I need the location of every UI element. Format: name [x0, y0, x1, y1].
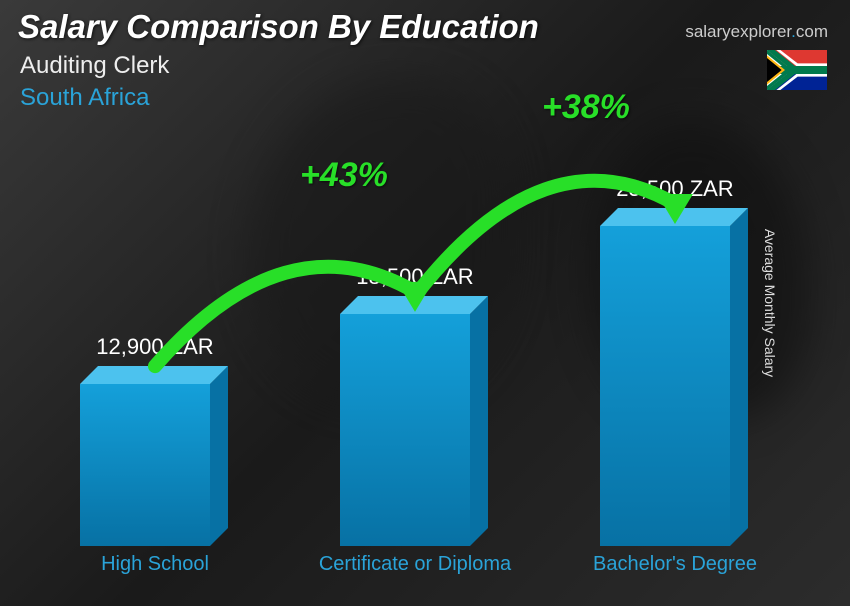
bar-label: High School [55, 552, 255, 576]
brand-text1: salaryexplorer [685, 22, 791, 41]
brand-text2: com [796, 22, 828, 41]
bar-label: Certificate or Diploma [315, 552, 515, 576]
bar-label: Bachelor's Degree [575, 552, 775, 576]
brand-label: salaryexplorer.com [685, 22, 828, 42]
flag-icon [766, 50, 828, 90]
page-title: Salary Comparison By Education [18, 8, 539, 46]
bar-chart: 12,900 ZARHigh School18,500 ZARCertifica… [50, 110, 790, 546]
increase-arrow [50, 110, 790, 546]
job-title: Auditing Clerk [20, 52, 169, 80]
location-label: South Africa [20, 84, 149, 112]
pct-increase: +38% [542, 88, 630, 127]
content-root: Salary Comparison By Education Auditing … [0, 0, 850, 606]
